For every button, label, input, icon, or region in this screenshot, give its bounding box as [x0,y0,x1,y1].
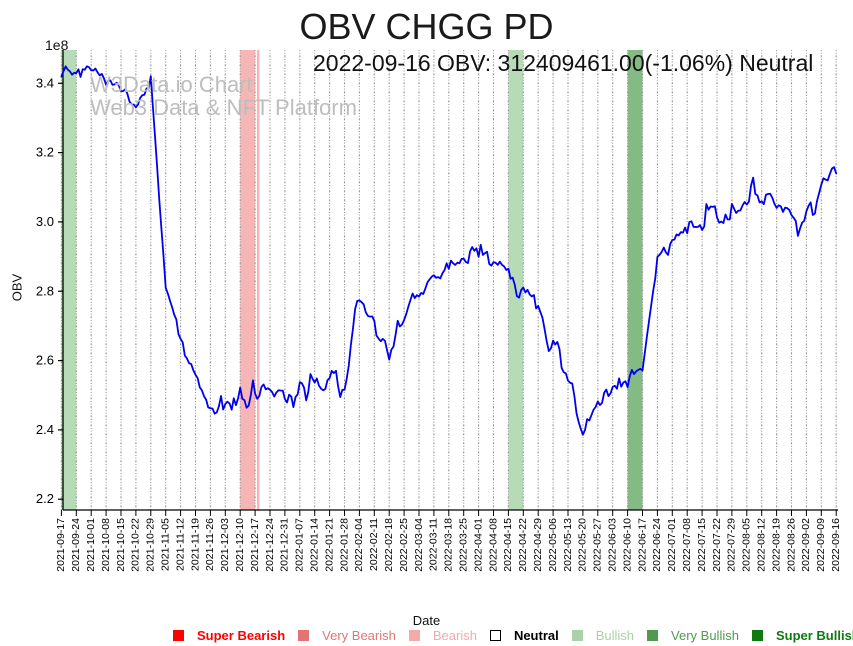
svg-text:2021-12-31: 2021-12-31 [279,518,291,572]
svg-text:2021-10-15: 2021-10-15 [115,518,127,572]
svg-text:2022-01-07: 2022-01-07 [294,518,306,572]
svg-text:2022-08-12: 2022-08-12 [755,518,767,572]
svg-text:2021-10-22: 2021-10-22 [130,518,142,572]
svg-text:2021-12-10: 2021-12-10 [234,518,246,572]
svg-text:2021-12-24: 2021-12-24 [264,518,276,572]
svg-text:2022-06-24: 2022-06-24 [651,518,663,572]
svg-text:2022-01-21: 2022-01-21 [323,518,335,572]
svg-text:2022-04-08: 2022-04-08 [487,518,499,572]
svg-text:2022-08-19: 2022-08-19 [770,518,782,572]
svg-text:2021-11-05: 2021-11-05 [159,518,171,571]
svg-text:2021-09-24: 2021-09-24 [70,518,82,572]
svg-text:2022-01-28: 2022-01-28 [338,518,350,572]
svg-text:2021-11-12: 2021-11-12 [174,518,186,571]
svg-text:2021-12-17: 2021-12-17 [249,518,261,572]
svg-text:2022-07-15: 2022-07-15 [696,518,708,572]
svg-text:2022-09-02: 2022-09-02 [800,518,812,572]
svg-text:3.0: 3.0 [36,214,54,229]
svg-text:2022-08-26: 2022-08-26 [785,518,797,572]
svg-text:3.4: 3.4 [36,75,54,90]
svg-text:2.4: 2.4 [36,422,54,437]
svg-text:2022-06-10: 2022-06-10 [621,518,633,572]
svg-text:2021-11-19: 2021-11-19 [189,518,201,571]
svg-text:2021-10-08: 2021-10-08 [100,518,112,572]
svg-text:2022-03-18: 2022-03-18 [443,518,455,572]
svg-text:3.2: 3.2 [36,145,54,160]
svg-text:2022-01-14: 2022-01-14 [308,518,320,572]
svg-text:2022-02-25: 2022-02-25 [398,518,410,572]
svg-text:2022-06-17: 2022-06-17 [636,518,648,572]
svg-text:2022-09-09: 2022-09-09 [815,518,827,572]
svg-text:2021-10-29: 2021-10-29 [145,518,157,572]
svg-text:2022-05-20: 2022-05-20 [577,518,589,572]
svg-text:2022-04-01: 2022-04-01 [472,518,484,572]
svg-text:2.6: 2.6 [36,353,54,368]
svg-text:2021-09-17: 2021-09-17 [55,518,67,572]
svg-text:2022-07-29: 2022-07-29 [726,518,738,572]
svg-text:2022-04-22: 2022-04-22 [517,518,529,572]
svg-text:2.2: 2.2 [36,491,54,506]
svg-text:2022-02-04: 2022-02-04 [353,518,365,572]
svg-text:2022-03-04: 2022-03-04 [413,518,425,572]
svg-text:2022-06-03: 2022-06-03 [606,518,618,572]
svg-text:2022-07-01: 2022-07-01 [666,518,678,572]
svg-text:2022-08-05: 2022-08-05 [741,518,753,572]
svg-text:2022-09-16: 2022-09-16 [830,518,842,572]
svg-text:2.8: 2.8 [36,283,54,298]
svg-text:2022-05-27: 2022-05-27 [592,518,604,572]
svg-text:2022-03-11: 2022-03-11 [428,518,440,571]
svg-text:2022-04-29: 2022-04-29 [532,518,544,572]
svg-text:2022-05-13: 2022-05-13 [562,518,574,572]
svg-text:2021-12-03: 2021-12-03 [219,518,231,572]
svg-text:2022-05-06: 2022-05-06 [547,518,559,572]
svg-text:2022-02-11: 2022-02-11 [368,518,380,571]
svg-text:2022-03-25: 2022-03-25 [457,518,469,572]
svg-text:2022-04-15: 2022-04-15 [502,518,514,572]
svg-text:2022-02-18: 2022-02-18 [383,518,395,572]
svg-text:2021-11-26: 2021-11-26 [204,518,216,571]
svg-text:2021-10-01: 2021-10-01 [85,518,97,572]
svg-text:2022-07-22: 2022-07-22 [711,518,723,572]
svg-text:2022-07-08: 2022-07-08 [681,518,693,572]
